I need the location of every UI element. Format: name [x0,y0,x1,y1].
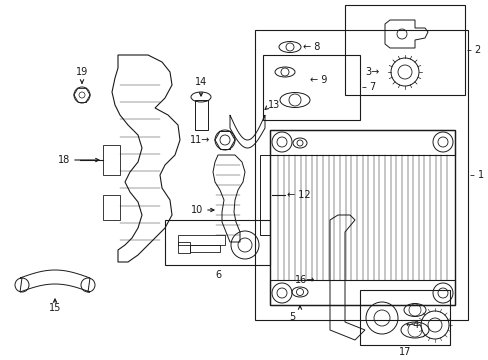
Text: 17: 17 [398,347,410,357]
Text: ←4: ←4 [405,320,419,330]
Text: 10: 10 [190,205,203,215]
Bar [345,5,464,95]
Text: 19: 19 [76,67,88,77]
Bar [269,280,454,305]
Text: 6: 6 [215,270,221,280]
Bar [178,235,224,245]
Text: 15: 15 [49,303,61,313]
Text: – 7: – 7 [361,82,375,92]
Text: 11→: 11→ [189,135,209,145]
Text: 16→: 16→ [294,275,314,285]
Text: 5: 5 [288,312,295,322]
Bar [263,55,359,120]
Text: 18: 18 [58,155,70,165]
Bar [269,130,454,155]
Bar [359,290,449,345]
Bar [260,155,269,235]
Bar [178,242,190,253]
Text: ← 8: ← 8 [303,42,320,52]
Bar [269,130,454,305]
Bar [103,195,120,220]
Text: 14: 14 [195,77,207,87]
Text: 13: 13 [267,100,280,110]
Bar [190,245,220,252]
Text: – 2: – 2 [466,45,480,55]
Text: ← 9: ← 9 [309,75,326,85]
Text: ← 12: ← 12 [286,190,310,200]
Text: – 1: – 1 [469,170,483,180]
Bar [254,30,467,320]
Bar [195,100,207,130]
Bar [103,145,120,175]
Bar [164,220,269,265]
Text: 3→: 3→ [365,67,379,77]
